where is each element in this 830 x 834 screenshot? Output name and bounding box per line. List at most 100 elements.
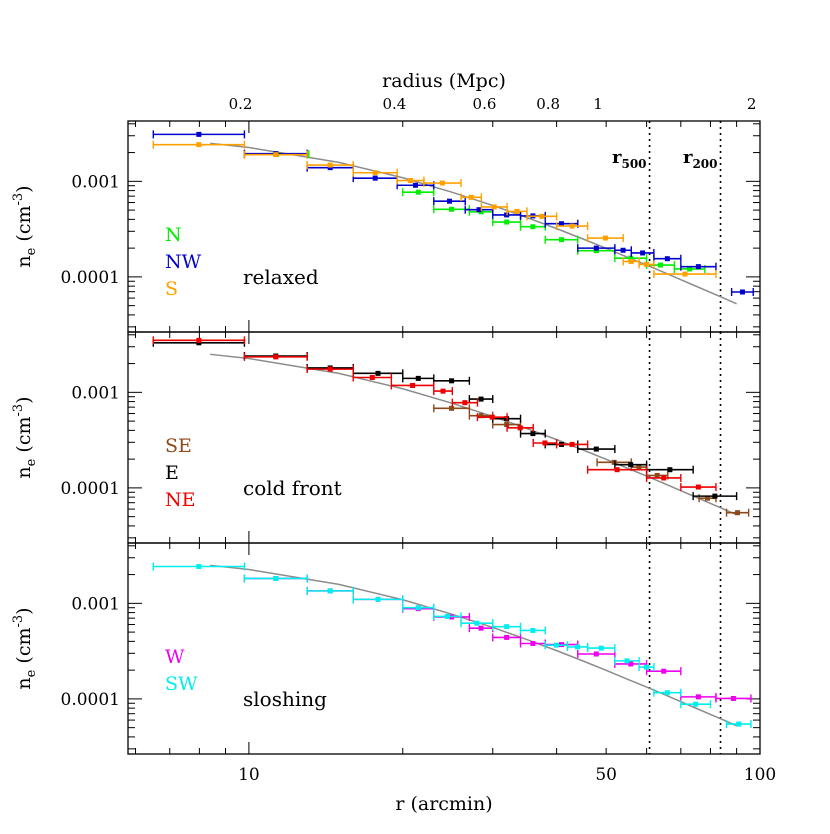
data-point bbox=[449, 206, 455, 212]
data-point bbox=[654, 472, 660, 478]
top-tick-label: 0.6 bbox=[473, 95, 497, 113]
data-point bbox=[614, 467, 620, 473]
series-W bbox=[243, 574, 752, 703]
data-point bbox=[440, 388, 446, 394]
data-point bbox=[695, 484, 701, 490]
data-point bbox=[643, 261, 649, 267]
data-point bbox=[530, 224, 536, 230]
data-point bbox=[593, 248, 599, 254]
data-point bbox=[327, 162, 333, 168]
y-axis-label-sup: -3 bbox=[11, 193, 26, 206]
data-point bbox=[415, 189, 421, 195]
data-point bbox=[593, 651, 599, 657]
panel-label: relaxed bbox=[243, 265, 319, 289]
data-point bbox=[514, 208, 520, 214]
legend-NE: NE bbox=[165, 489, 196, 511]
data-point bbox=[628, 661, 634, 667]
legend-SW: SW bbox=[165, 673, 198, 695]
data-point bbox=[559, 221, 565, 227]
data-point bbox=[667, 467, 673, 473]
y-tick-label: 0.001 bbox=[71, 172, 120, 192]
data-point bbox=[569, 441, 575, 447]
legend-E: E bbox=[165, 462, 179, 484]
data-point bbox=[327, 366, 333, 372]
model-curve bbox=[210, 564, 737, 727]
data-point bbox=[602, 235, 608, 241]
data-point bbox=[636, 464, 642, 470]
data-point bbox=[664, 690, 670, 696]
data-point bbox=[705, 495, 711, 501]
data-point bbox=[628, 255, 634, 261]
y-tick-label: 0.001 bbox=[71, 383, 120, 403]
data-point bbox=[624, 658, 630, 664]
data-point bbox=[658, 262, 664, 268]
data-point bbox=[628, 462, 634, 468]
data-point bbox=[542, 440, 548, 446]
data-point bbox=[439, 180, 445, 186]
data-point bbox=[682, 271, 688, 277]
data-point bbox=[273, 354, 279, 360]
data-point bbox=[530, 627, 536, 633]
data-point bbox=[415, 605, 421, 611]
y-axis-label-close: ) bbox=[13, 396, 35, 403]
y-axis-label-sub: e bbox=[24, 247, 39, 255]
y-axis-label-close: ) bbox=[13, 607, 35, 614]
data-point bbox=[375, 596, 381, 602]
data-point bbox=[474, 620, 480, 626]
panel-frame bbox=[127, 331, 761, 544]
data-point bbox=[196, 142, 202, 148]
data-point bbox=[553, 642, 559, 648]
r-label-main: r bbox=[683, 147, 693, 168]
data-point bbox=[504, 624, 510, 630]
r-label-main: r bbox=[612, 147, 622, 168]
data-point bbox=[730, 695, 736, 701]
data-point bbox=[628, 258, 634, 264]
series-NE bbox=[152, 336, 717, 492]
data-point bbox=[447, 198, 453, 204]
x-tick-label: 10 bbox=[238, 765, 260, 785]
y-axis-label: ne (cm-3) bbox=[11, 607, 39, 689]
y-tick-label: 0.0001 bbox=[61, 690, 120, 710]
y-tick-label: 0.0001 bbox=[61, 479, 120, 499]
y-tick-label: 0.0001 bbox=[61, 268, 120, 288]
top-axis-label: radius (Mpc) bbox=[382, 70, 506, 92]
top-tick-label: 2 bbox=[747, 95, 757, 113]
data-point bbox=[575, 644, 581, 650]
top-tick-label: 0.8 bbox=[536, 95, 560, 113]
y-axis-label-unit: (cm bbox=[13, 206, 35, 248]
y-axis-label-main: n bbox=[13, 255, 35, 267]
panel-label: cold front bbox=[243, 476, 342, 500]
data-point bbox=[687, 266, 693, 272]
data-point bbox=[593, 245, 599, 251]
top-tick-label: 0.4 bbox=[382, 95, 406, 113]
data-point bbox=[559, 237, 565, 243]
legend-NW: NW bbox=[165, 251, 202, 273]
top-tick-label: 0.2 bbox=[229, 95, 253, 113]
y-axis-label-unit: (cm bbox=[13, 417, 35, 459]
data-point bbox=[739, 289, 745, 295]
data-point bbox=[530, 431, 536, 437]
x-axis-label: r (arcmin) bbox=[395, 793, 492, 815]
series-SW bbox=[152, 562, 752, 729]
x-tick-label: 100 bbox=[744, 765, 776, 785]
r500-label: r500 bbox=[612, 147, 647, 171]
data-point bbox=[661, 668, 667, 674]
data-point bbox=[504, 634, 510, 640]
model-curve bbox=[210, 142, 737, 305]
data-point bbox=[620, 247, 626, 253]
data-point bbox=[491, 204, 497, 210]
data-point bbox=[412, 182, 418, 188]
data-point bbox=[372, 170, 378, 176]
data-point bbox=[530, 640, 536, 646]
y-axis-label-sub: e bbox=[24, 458, 39, 466]
y-axis-label-unit: (cm bbox=[13, 628, 35, 670]
data-point bbox=[640, 250, 646, 256]
legend-SE: SE bbox=[165, 435, 192, 457]
data-point bbox=[273, 575, 279, 581]
panel-sloshing: 0.001 0.0001 ne (cm-3) W SW sloshing 10 50 100 bbox=[11, 542, 776, 785]
y-tick-label: 0.001 bbox=[71, 594, 120, 614]
panel-cold-front: 0.001 0.0001 ne (cm-3) SE E NE cold front bbox=[11, 331, 761, 544]
data-point bbox=[369, 374, 375, 380]
data-point bbox=[478, 413, 484, 419]
